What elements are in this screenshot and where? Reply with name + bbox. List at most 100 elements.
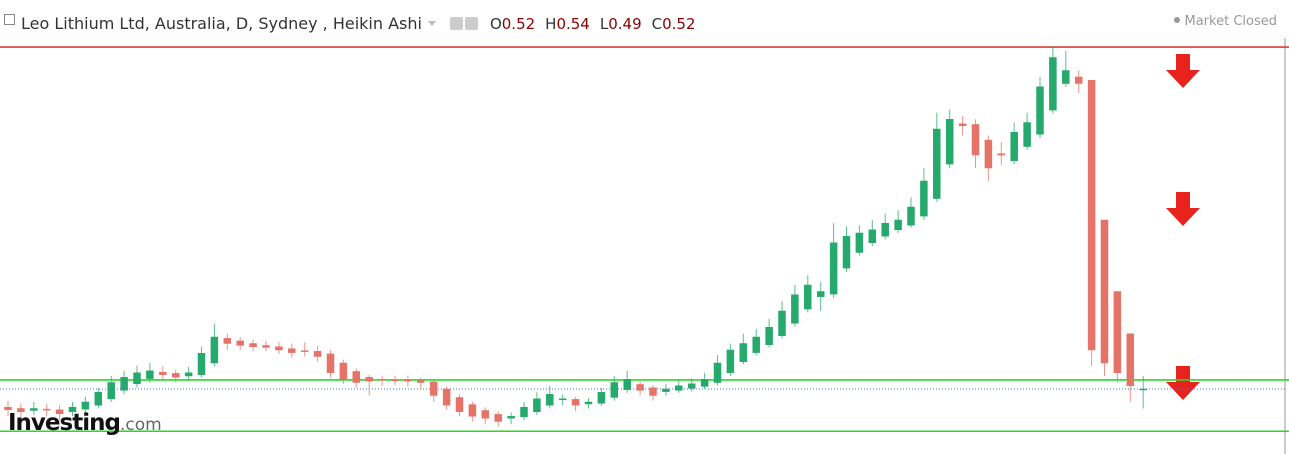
- candle-body: [855, 232, 864, 253]
- ohlc-value: 0.52: [662, 14, 696, 33]
- ohlc-item: H0.54: [545, 15, 590, 33]
- candle-body: [752, 336, 760, 353]
- candle-body: [610, 382, 619, 398]
- candle-body: [1023, 122, 1031, 147]
- candle-body: [429, 381, 438, 396]
- ohlc-key: H: [545, 14, 557, 33]
- chart-title: Leo Lithium Ltd, Australia, D, Sydney , …: [21, 13, 422, 33]
- candle-body: [42, 408, 51, 411]
- ohlc-value: 0.49: [608, 14, 642, 33]
- candles: [4, 45, 1147, 427]
- candle-body: [94, 392, 103, 406]
- candle-body: [958, 123, 967, 127]
- arrow: [1166, 54, 1200, 88]
- candle-body: [533, 398, 541, 412]
- candle-body: [804, 284, 812, 310]
- candle-body: [275, 346, 283, 351]
- candle-body: [945, 119, 954, 165]
- candle-body: [133, 372, 141, 385]
- dropdown[interactable]: [427, 20, 436, 26]
- ohlc-key: C: [651, 14, 663, 33]
- watermark-suffix: .com: [119, 415, 162, 435]
- candle-body: [262, 345, 270, 348]
- arrow: [1166, 192, 1200, 226]
- candle-body: [107, 382, 115, 399]
- status-dot: [1173, 17, 1180, 23]
- candle-body: [17, 408, 25, 412]
- candle-body: [378, 379, 386, 381]
- candle-body: [468, 404, 477, 417]
- candle-body: [223, 338, 232, 344]
- candle-body: [391, 379, 399, 382]
- arrow: [1166, 366, 1200, 400]
- candle-body: [1010, 132, 1018, 162]
- candle-body: [249, 343, 257, 347]
- candle-body: [55, 409, 64, 414]
- candle-body: [868, 229, 877, 243]
- candle-body: [597, 392, 606, 404]
- candle-body: [791, 294, 799, 324]
- header: Leo Lithium Ltd, Australia, D, Sydney , …: [0, 0, 1289, 46]
- candle-body: [623, 379, 631, 390]
- candle-body: [984, 139, 993, 169]
- candle-body: [300, 350, 309, 352]
- ohlc-readout: O0.52 H0.54 L0.49 C0.52: [480, 14, 696, 33]
- candle-body: [662, 388, 670, 392]
- candle-body: [326, 353, 335, 373]
- candle-body: [352, 371, 361, 383]
- ohlc-item: C0.52: [652, 15, 696, 33]
- ohlc-item: O0.52: [490, 15, 535, 33]
- candle-body: [288, 348, 296, 353]
- candle-body: [494, 414, 502, 422]
- candle-body: [520, 406, 528, 418]
- collapse-icon[interactable]: [4, 13, 15, 25]
- candle-body: [1126, 333, 1135, 386]
- candle-body: [507, 416, 515, 419]
- candle-body: [159, 371, 167, 375]
- candle-body: [184, 372, 193, 377]
- candle-body: [997, 153, 1006, 156]
- candle-body: [713, 362, 722, 383]
- candle-body: [339, 362, 348, 380]
- watermark: Investing.com: [8, 410, 162, 436]
- candle-body: [726, 349, 735, 373]
- candle-body: [30, 408, 38, 411]
- candle-body: [1100, 219, 1109, 364]
- candle-body: [197, 353, 206, 375]
- candle-body: [636, 384, 644, 391]
- candle-body: [1139, 388, 1147, 391]
- ohlc-value: 0.52: [501, 14, 536, 33]
- candle-body: [816, 291, 825, 297]
- candle-body: [417, 380, 425, 383]
- candle-body: [146, 370, 154, 379]
- candle-body: [236, 340, 244, 346]
- candle-body: [881, 223, 889, 237]
- candle-body: [907, 206, 915, 226]
- candle-body: [313, 351, 322, 357]
- candle-body: [558, 398, 567, 400]
- candle-body: [455, 397, 464, 413]
- ohlc-key: O: [489, 14, 502, 33]
- candle-body: [739, 343, 748, 362]
- candle-body: [171, 373, 180, 378]
- candle-body: [481, 410, 490, 419]
- settings-icon[interactable]: [464, 16, 478, 30]
- candle-body: [765, 327, 773, 346]
- watermark-brand: Investing: [8, 410, 121, 436]
- candle-body: [210, 336, 219, 364]
- candle-body: [933, 128, 941, 199]
- candle-body: [675, 385, 683, 391]
- candle-body: [1074, 76, 1083, 84]
- candle-body: [1036, 86, 1044, 135]
- eye-icon[interactable]: [449, 16, 463, 30]
- candle-body: [81, 401, 90, 410]
- ohlc-item: L0.49: [600, 15, 642, 33]
- candle-body: [778, 310, 786, 336]
- candle-body: [829, 242, 838, 295]
- candle-body: [649, 387, 657, 396]
- ohlc-value: 0.54: [556, 14, 590, 33]
- candle-body: [365, 377, 373, 382]
- ohlc-key: L: [599, 14, 609, 33]
